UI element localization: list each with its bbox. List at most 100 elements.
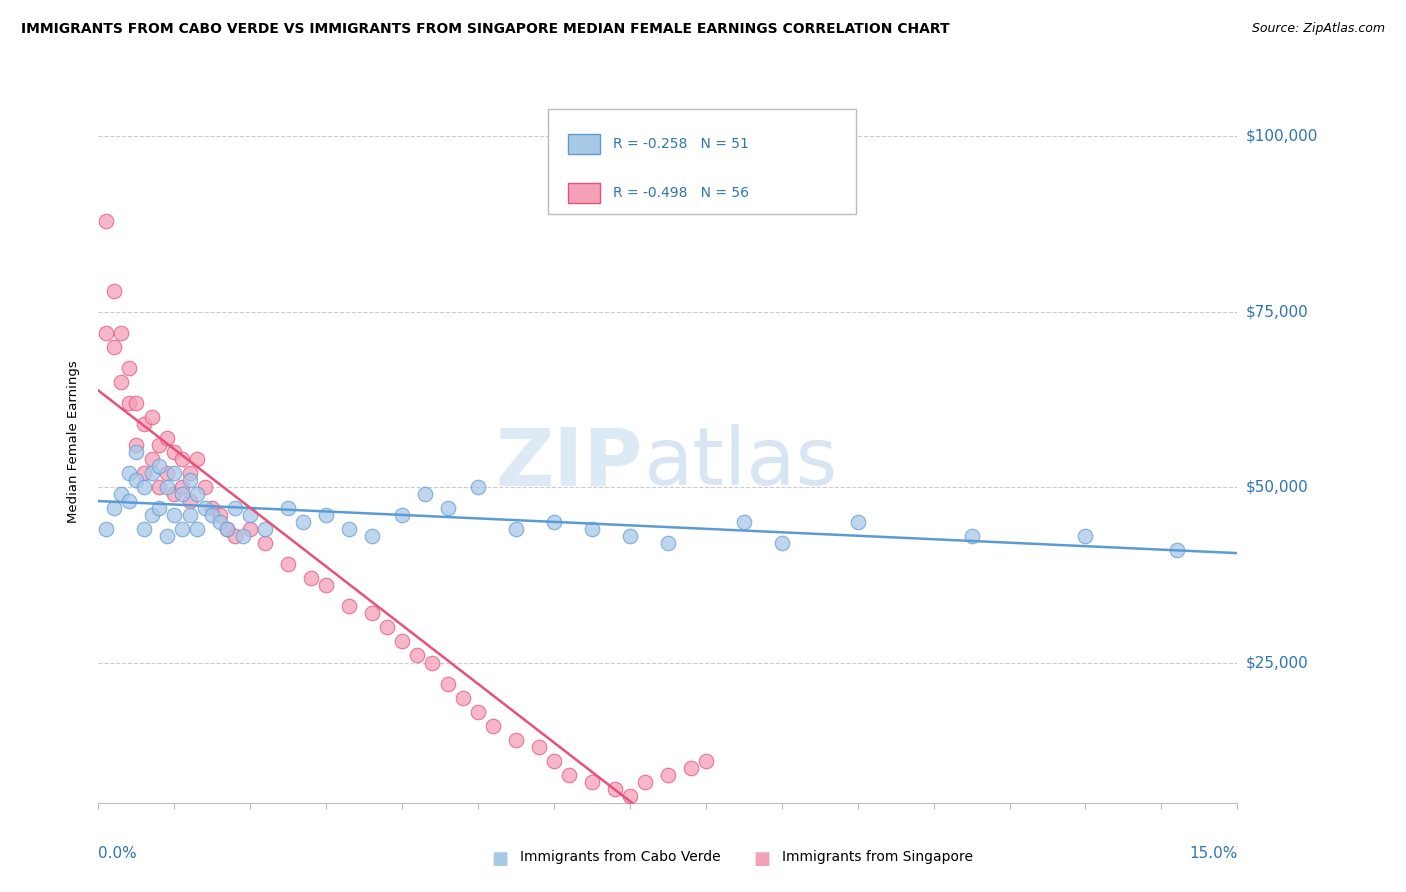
Point [1074, 529, 1097, 543]
Point [125, 445, 148, 459]
Point [232, 529, 254, 543]
Point [467, 480, 489, 494]
Point [170, 452, 193, 467]
Point [110, 326, 132, 340]
Point [239, 522, 262, 536]
Point [141, 409, 163, 424]
Point [315, 508, 337, 523]
Point [299, 571, 322, 585]
Point [217, 522, 239, 536]
Point [467, 705, 489, 719]
Y-axis label: Median Female Earnings: Median Female Earnings [67, 360, 80, 523]
Text: ■: ■ [492, 850, 509, 868]
Point [360, 607, 382, 621]
Point [505, 732, 527, 747]
Point [657, 536, 679, 550]
Point [163, 445, 186, 459]
Point [170, 480, 193, 494]
Point [391, 634, 413, 648]
Point [679, 761, 702, 775]
Point [148, 480, 170, 494]
Point [960, 529, 983, 543]
Point [118, 466, 141, 480]
Point [125, 473, 148, 487]
Text: atlas: atlas [643, 425, 837, 502]
Text: R = -0.498   N = 56: R = -0.498 N = 56 [613, 186, 749, 200]
Point [132, 417, 155, 431]
FancyBboxPatch shape [548, 109, 856, 214]
Text: $50,000: $50,000 [1246, 480, 1309, 495]
Point [118, 360, 141, 375]
Point [1166, 543, 1188, 558]
Point [179, 508, 201, 523]
Point [558, 768, 581, 782]
Point [186, 487, 208, 501]
Point [391, 508, 413, 523]
Point [179, 473, 201, 487]
Text: ZIP: ZIP [495, 425, 643, 502]
Point [125, 396, 148, 410]
Point [179, 494, 201, 508]
Text: 0.0%: 0.0% [98, 847, 138, 861]
Point [156, 529, 179, 543]
Point [224, 501, 246, 516]
Point [132, 522, 155, 536]
Point [148, 501, 170, 516]
Point [337, 599, 360, 614]
Point [451, 690, 474, 705]
Point [148, 459, 170, 474]
Bar [568, 134, 599, 154]
Point [186, 522, 208, 536]
Point [110, 375, 132, 389]
Point [103, 501, 125, 516]
Text: Source: ZipAtlas.com: Source: ZipAtlas.com [1251, 22, 1385, 36]
Point [770, 536, 793, 550]
Text: $25,000: $25,000 [1246, 655, 1309, 670]
Point [337, 522, 360, 536]
Point [201, 501, 224, 516]
Point [163, 487, 186, 501]
Point [254, 522, 277, 536]
Point [657, 768, 679, 782]
Point [527, 739, 550, 754]
Point [505, 522, 527, 536]
Point [422, 656, 444, 670]
Point [94, 522, 117, 536]
Point [733, 515, 755, 529]
Point [634, 774, 657, 789]
Point [413, 487, 436, 501]
Point [543, 754, 565, 768]
Point [239, 508, 262, 523]
Point [201, 508, 224, 523]
Bar [568, 183, 599, 202]
Point [132, 480, 155, 494]
Point [217, 522, 239, 536]
Point [581, 522, 603, 536]
Point [208, 508, 231, 523]
Text: 15.0%: 15.0% [1189, 847, 1237, 861]
Point [118, 494, 141, 508]
Point [148, 438, 170, 452]
Point [194, 480, 217, 494]
Point [94, 326, 117, 340]
Point [224, 529, 246, 543]
Point [170, 487, 193, 501]
Point [132, 466, 155, 480]
Point [581, 774, 603, 789]
Point [186, 452, 208, 467]
Point [277, 558, 299, 572]
Point [603, 781, 626, 796]
Point [141, 452, 163, 467]
Point [208, 515, 231, 529]
Text: $75,000: $75,000 [1246, 304, 1309, 319]
Point [103, 284, 125, 298]
Point [277, 501, 299, 516]
Point [254, 536, 277, 550]
Text: Immigrants from Singapore: Immigrants from Singapore [782, 850, 973, 863]
Point [315, 578, 337, 592]
Point [179, 466, 201, 480]
Point [436, 501, 458, 516]
Point [125, 438, 148, 452]
Point [482, 718, 505, 732]
Text: ■: ■ [754, 850, 770, 868]
